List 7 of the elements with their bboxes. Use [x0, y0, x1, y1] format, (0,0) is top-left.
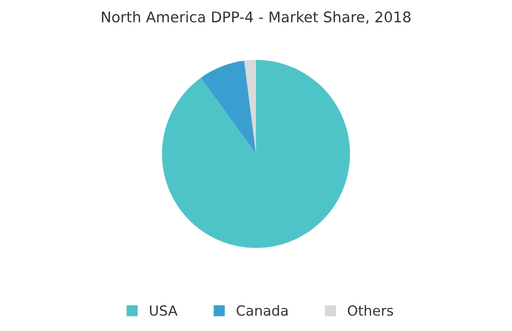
legend-label: Canada [236, 305, 288, 316]
pie-slice [244, 60, 256, 154]
legend-label: USA [150, 305, 178, 316]
legend-label: Others [348, 305, 394, 316]
chart-title: North America DPP-4 - Market Share, 2018 [102, 11, 411, 24]
pie-slice [200, 60, 256, 154]
pie-slice [162, 60, 350, 248]
